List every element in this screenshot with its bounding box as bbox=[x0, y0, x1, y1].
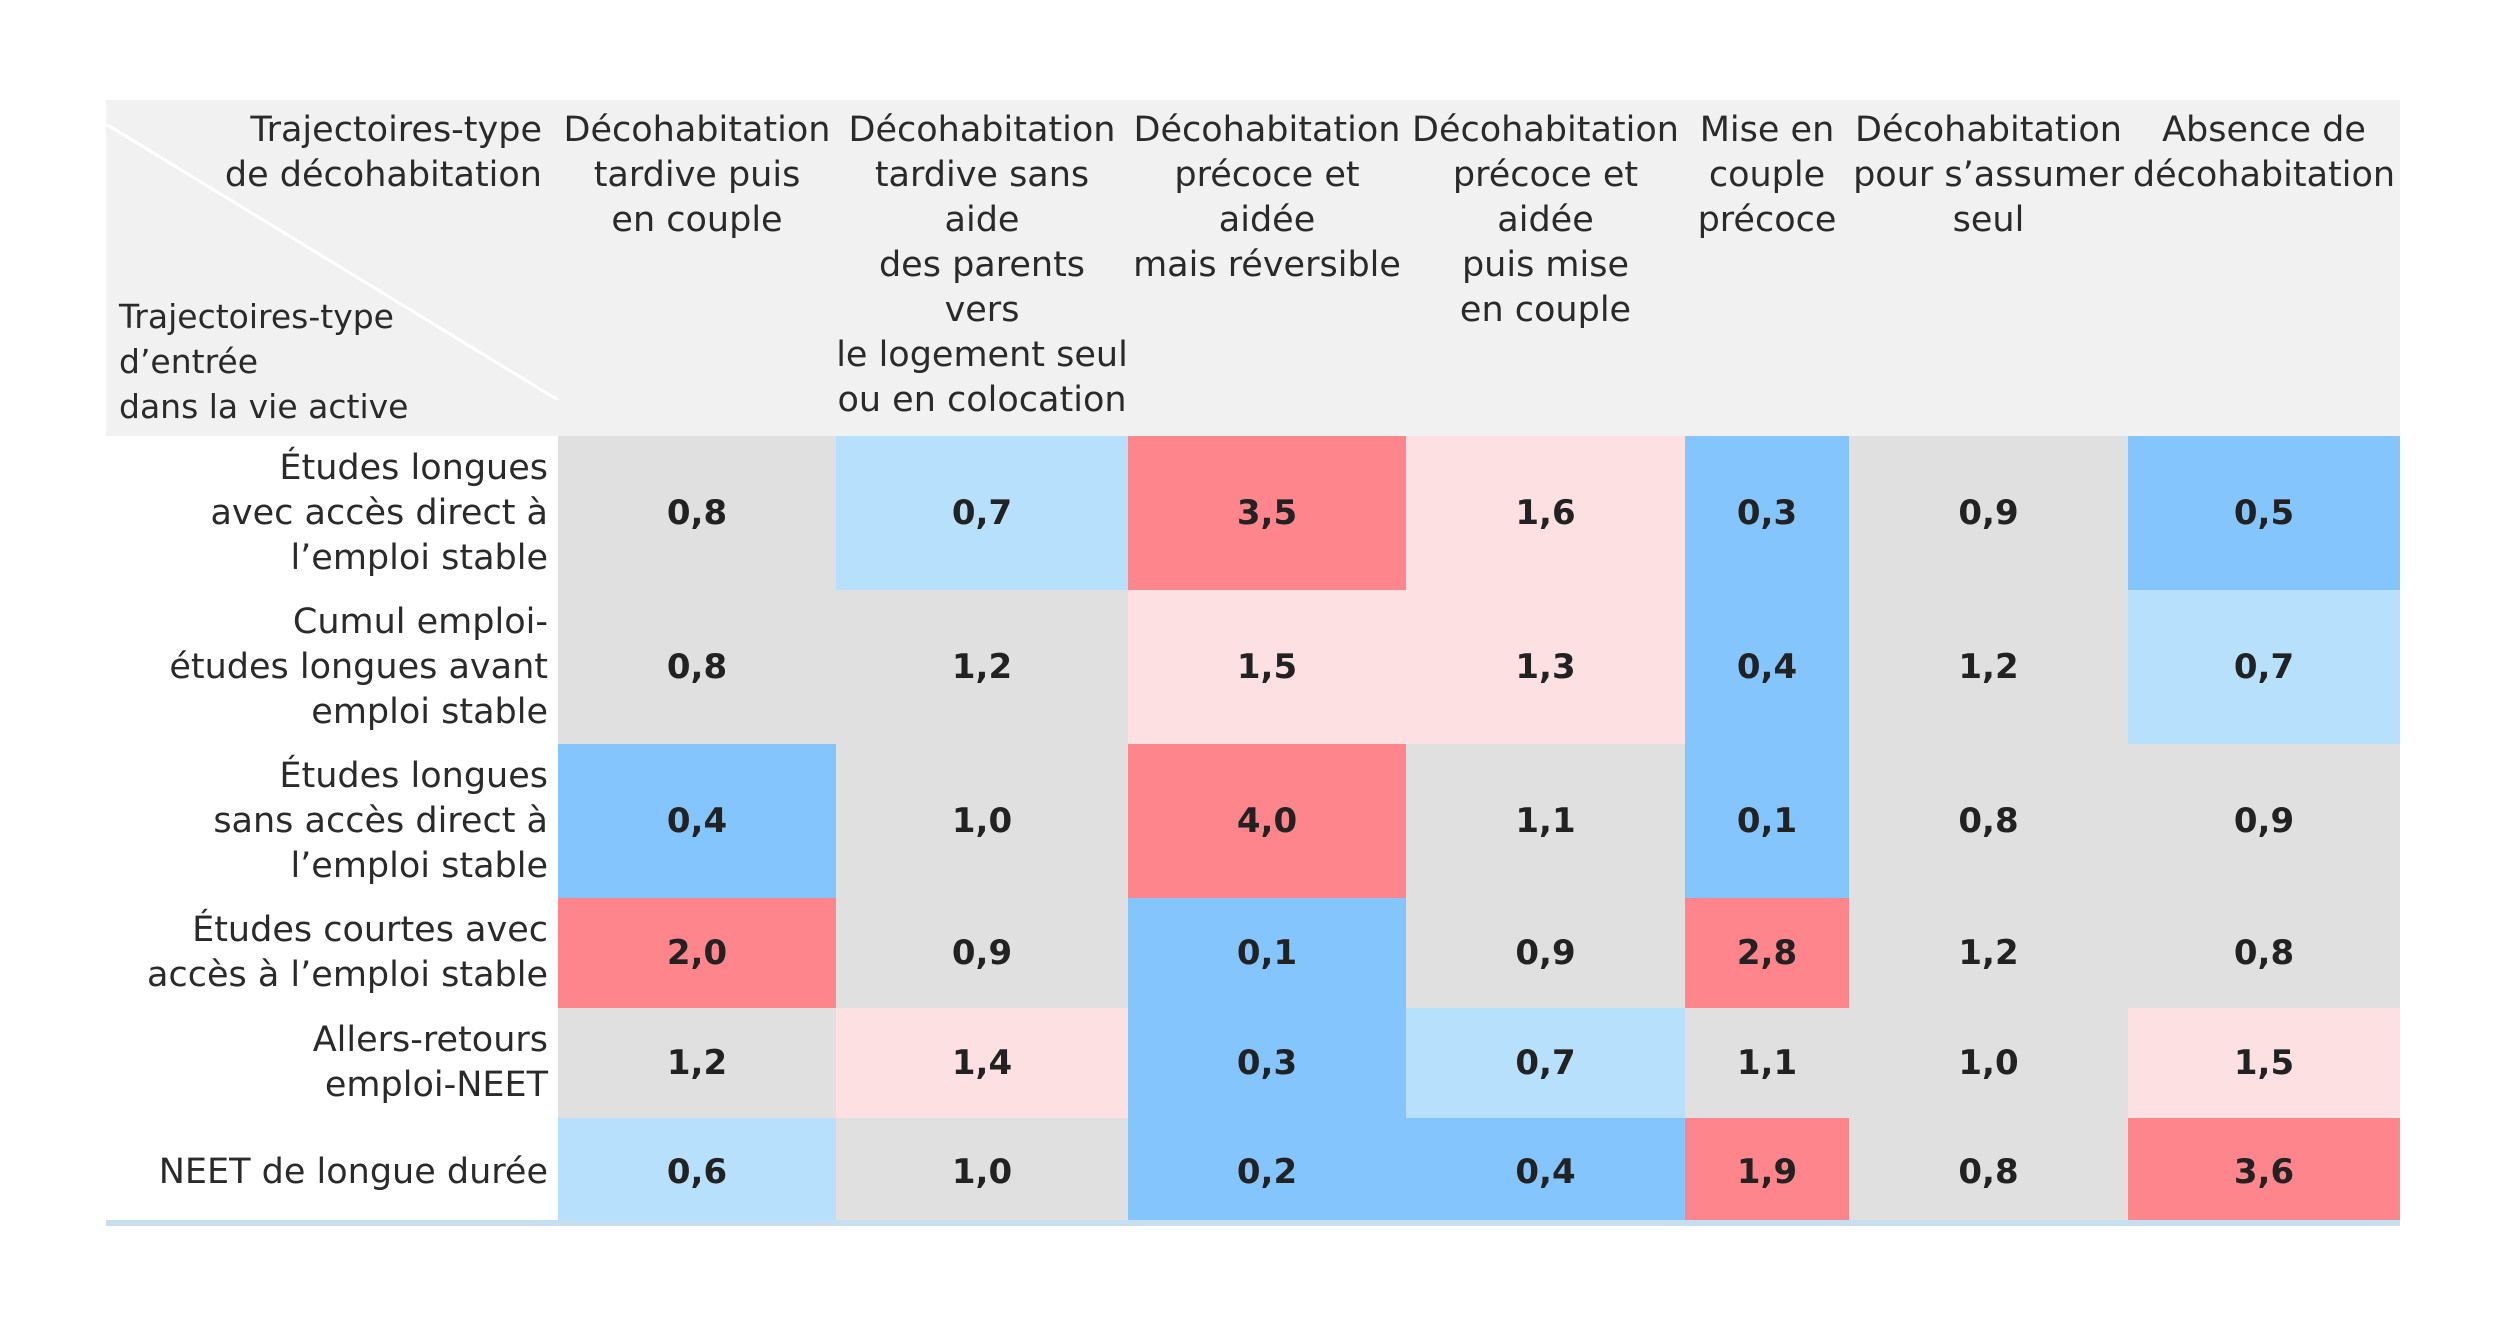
heatmap-cell: 0,8 bbox=[1849, 1118, 2128, 1226]
heatmap-cell: 3,6 bbox=[2128, 1118, 2400, 1226]
heatmap-cell: 1,1 bbox=[1406, 744, 1685, 898]
heatmap-cell: 0,5 bbox=[2128, 436, 2400, 590]
column-header: Décohabitation tardive sans aide des par… bbox=[836, 110, 1128, 420]
heatmap-cell: 1,2 bbox=[1849, 898, 2128, 1008]
heatmap-cell: 1,0 bbox=[836, 1118, 1128, 1226]
heatmap-cell: 1,2 bbox=[1849, 590, 2128, 744]
heatmap-cell: 1,2 bbox=[558, 1008, 836, 1118]
heatmap-cell: 0,4 bbox=[1406, 1118, 1685, 1226]
heatmap-cell: 1,4 bbox=[836, 1008, 1128, 1118]
heatmap-cell: 1,5 bbox=[1128, 590, 1406, 744]
heatmap-cell: 0,8 bbox=[2128, 898, 2400, 1008]
heatmap-cell: 1,0 bbox=[1849, 1008, 2128, 1118]
heatmap-cell: 4,0 bbox=[1128, 744, 1406, 898]
heatmap-cell: 1,3 bbox=[1406, 590, 1685, 744]
heatmap-cell: 0,3 bbox=[1685, 436, 1849, 590]
heatmap-cell: 1,9 bbox=[1685, 1118, 1849, 1226]
heatmap-cell: 0,9 bbox=[1849, 436, 2128, 590]
row-header: Cumul emploi- études longues avant emplo… bbox=[169, 601, 548, 732]
column-header: Mise en couple précoce bbox=[1697, 110, 1837, 240]
heatmap-cell: 0,2 bbox=[1128, 1118, 1406, 1226]
heatmap-cell: 3,5 bbox=[1128, 436, 1406, 590]
heatmap-cell: 0,9 bbox=[1406, 898, 1685, 1008]
heatmap-cell: 1,1 bbox=[1685, 1008, 1849, 1118]
heatmap-cell: 0,4 bbox=[558, 744, 836, 898]
row-header: Allers-retours emploi-NEET bbox=[312, 1020, 548, 1105]
heatmap-cell: 1,5 bbox=[2128, 1008, 2400, 1118]
heatmap-cell: 0,1 bbox=[1128, 898, 1406, 1008]
row-header: Études longues avec accès direct à l’emp… bbox=[210, 447, 548, 578]
heatmap-cell: 0,4 bbox=[1685, 590, 1849, 744]
heatmap-cell: 0,8 bbox=[558, 590, 836, 744]
column-header: Décohabitation précoce et aidée puis mis… bbox=[1412, 110, 1679, 330]
corner-diagonal-line bbox=[106, 124, 558, 400]
heatmap-cell: 0,3 bbox=[1128, 1008, 1406, 1118]
heatmap-cell: 2,8 bbox=[1685, 898, 1849, 1008]
column-header: Décohabitation tardive puis en couple bbox=[563, 110, 831, 240]
heatmap-cell: 0,7 bbox=[1406, 1008, 1685, 1118]
heatmap-cell: 1,2 bbox=[836, 590, 1128, 744]
heatmap-cell: 0,8 bbox=[1849, 744, 2128, 898]
heatmap-cell: 0,6 bbox=[558, 1118, 836, 1226]
heatmap-cell: 0,1 bbox=[1685, 744, 1849, 898]
column-header: Décohabitation pour s’assumer seul bbox=[1853, 110, 2124, 240]
heatmap-cell: 0,9 bbox=[2128, 744, 2400, 898]
row-header: NEET de longue durée bbox=[158, 1151, 548, 1192]
heatmap-cell: 1,0 bbox=[836, 744, 1128, 898]
corner-row-header: Trajectoires-type d’entrée dans la vie a… bbox=[119, 297, 409, 426]
header-background bbox=[106, 100, 2400, 436]
column-header: Décohabitation précoce et aidée mais rév… bbox=[1133, 110, 1401, 285]
heatmap-cell: 0,9 bbox=[836, 898, 1128, 1008]
heatmap-cell: 2,0 bbox=[558, 898, 836, 1008]
row-header: Études longues sans accès direct à l’emp… bbox=[213, 755, 548, 886]
column-header: Absence de décohabitation bbox=[2132, 110, 2396, 195]
row-header: Études courtes avec accès à l’emploi sta… bbox=[147, 910, 548, 995]
heatmap-cell: 0,8 bbox=[558, 436, 836, 590]
heatmap-cell: 0,7 bbox=[2128, 590, 2400, 744]
corner-column-header: Trajectoires-type de décohabitation bbox=[224, 110, 542, 195]
heatmap-cell: 1,6 bbox=[1406, 436, 1685, 590]
table-bottom-rule bbox=[106, 1220, 2400, 1226]
heatmap-cell: 0,7 bbox=[836, 436, 1128, 590]
